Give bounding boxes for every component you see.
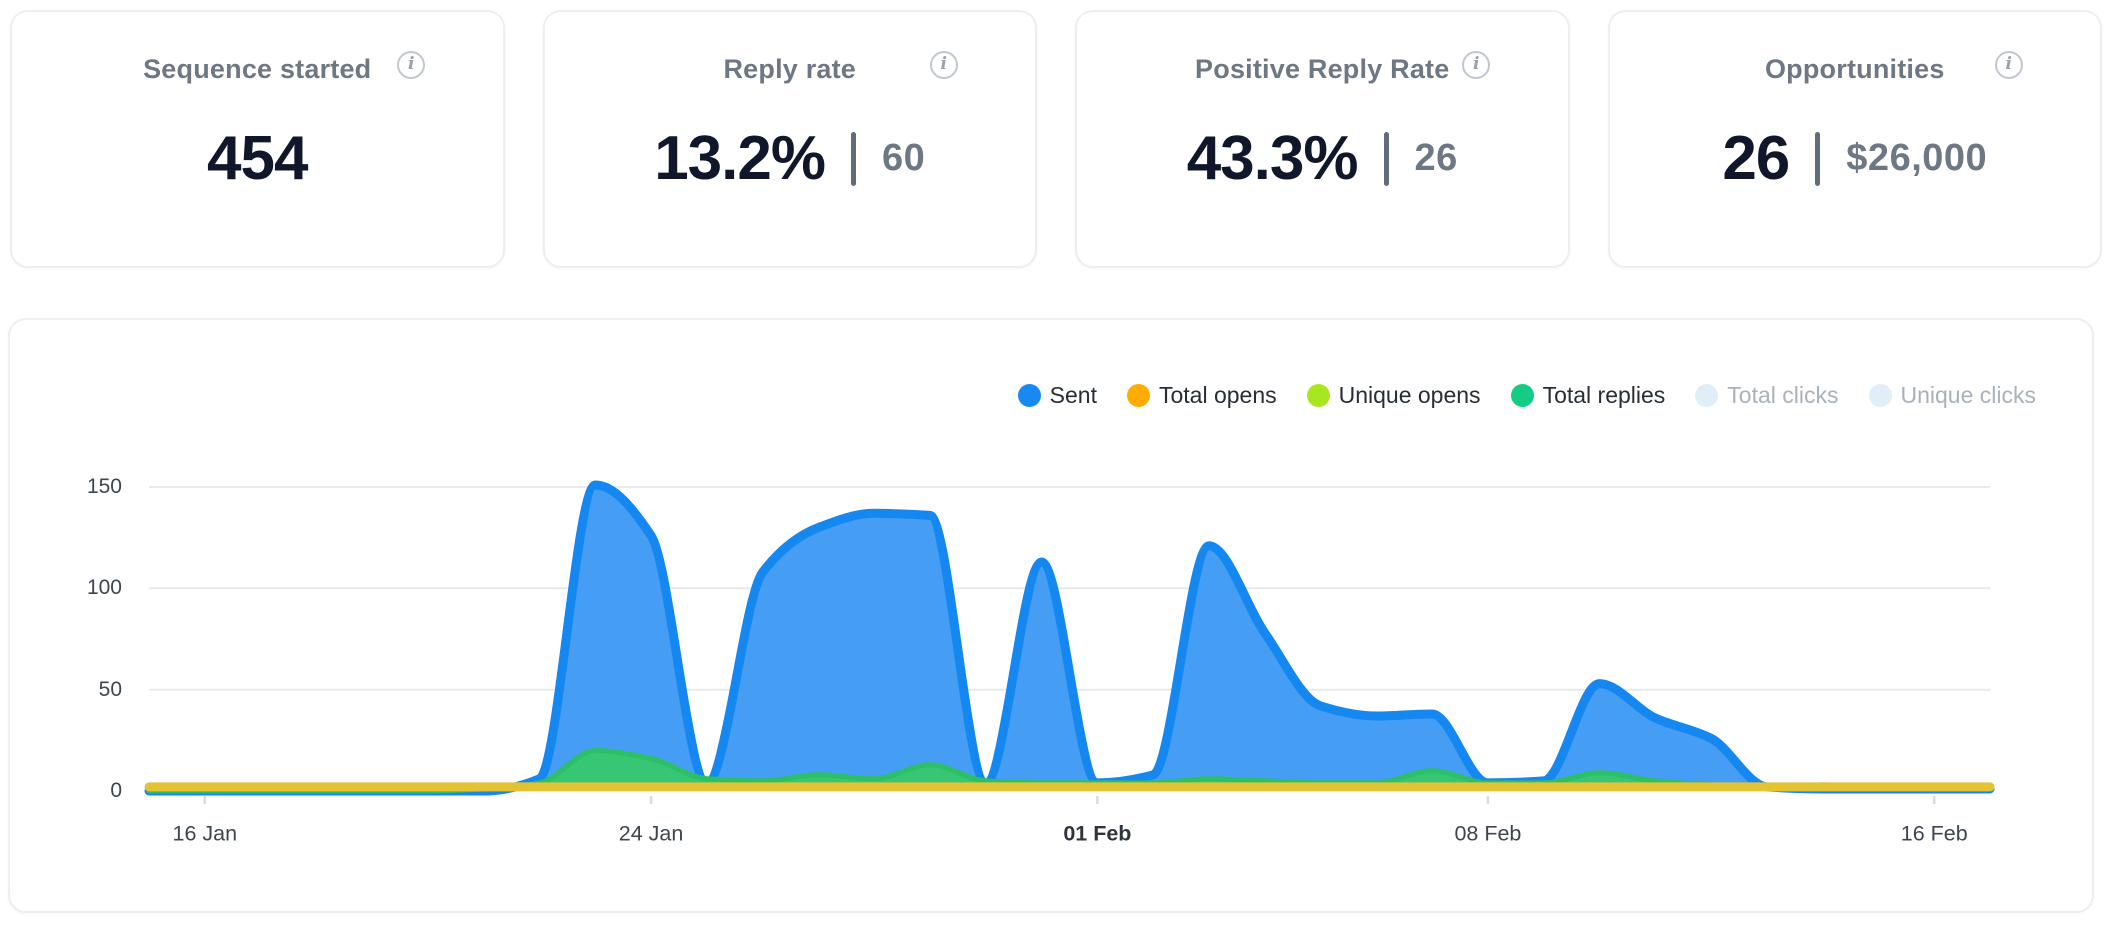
- legend-item-total-opens[interactable]: Total opens: [1126, 382, 1277, 409]
- series-line-sent: [144, 480, 1995, 796]
- value-divider: [1383, 131, 1389, 186]
- sequence-activity-chart-card: Sent Total opens Unique opens Total replies…: [8, 318, 2094, 913]
- x-axis-label: 24 Jan: [618, 821, 684, 846]
- info-icon[interactable]: i: [1462, 51, 1491, 79]
- kpi-title: Positive Reply Rate: [1195, 54, 1450, 84]
- legend-dot: [1510, 384, 1534, 407]
- legend-label: Unique opens: [1338, 382, 1481, 408]
- kpi-value: 454: [207, 124, 308, 193]
- y-axis-label: 100: [86, 576, 122, 600]
- info-icon[interactable]: i: [929, 51, 958, 79]
- value-divider: [1815, 131, 1821, 186]
- x-axis-label: 01 Feb: [1063, 821, 1132, 846]
- chart-legend: Sent Total opens Unique opens Total replies…: [1017, 382, 2037, 409]
- y-axis-label: 50: [98, 677, 122, 701]
- legend-label: Sent: [1049, 382, 1097, 408]
- kpi-card-positive-reply-rate: Positive Reply Rate i 43.3% 26: [1075, 10, 1570, 268]
- legend-item-unique-opens[interactable]: Unique opens: [1306, 382, 1481, 409]
- legend-item-total-clicks[interactable]: Total clicks: [1695, 382, 1839, 409]
- x-axis-label: 08 Feb: [1454, 821, 1522, 846]
- info-icon[interactable]: i: [397, 51, 426, 79]
- kpi-card-reply-rate: Reply rate i 13.2% 60: [542, 10, 1037, 268]
- kpi-card-header: Reply rate i: [545, 51, 1036, 85]
- legend-item-sent[interactable]: Sent: [1017, 382, 1097, 409]
- legend-label: Unique clicks: [1900, 382, 2037, 408]
- kpi-card-opportunities: Opportunities i 26 $26,000: [1607, 10, 2102, 268]
- kpi-secondary-value: 26: [1414, 137, 1458, 179]
- x-axis-label: 16 Feb: [1900, 821, 1968, 846]
- kpi-row: Sequence started i 454 Reply rate i 13.2…: [10, 10, 2102, 268]
- kpi-value-row: 26 $26,000: [1610, 123, 2101, 194]
- area-chart: [144, 480, 1995, 804]
- kpi-card-header: Sequence started i: [12, 51, 503, 85]
- legend-label: Total replies: [1542, 382, 1666, 408]
- kpi-value: 43.3%: [1186, 124, 1359, 193]
- kpi-secondary-value: $26,000: [1846, 137, 1988, 179]
- series-area-sent: [149, 485, 1990, 791]
- kpi-value: 13.2%: [654, 124, 826, 193]
- kpi-title: Sequence started: [143, 54, 372, 84]
- y-axis-labels: 0 50 100 150: [38, 471, 122, 807]
- y-axis-label: 150: [86, 474, 122, 498]
- y-axis-label: 0: [110, 779, 122, 802]
- x-axis-labels: 16 Jan 24 Jan 01 Feb 08 Feb 16 Feb: [149, 822, 1990, 864]
- series-area-total-replies: [149, 750, 1990, 791]
- legend-label: Total opens: [1158, 382, 1277, 408]
- kpi-title: Opportunities: [1764, 54, 1945, 84]
- kpi-value: 26: [1722, 124, 1790, 193]
- kpi-card-header: Positive Reply Rate i: [1077, 51, 1568, 85]
- value-divider: [851, 131, 857, 186]
- legend-dot: [1017, 384, 1041, 407]
- legend-item-unique-clicks[interactable]: Unique clicks: [1868, 382, 2037, 409]
- kpi-value-row: 43.3% 26: [1077, 123, 1568, 194]
- legend-dot: [1868, 384, 1892, 407]
- kpi-card-header: Opportunities i: [1610, 51, 2101, 85]
- info-icon[interactable]: i: [1994, 51, 2023, 79]
- legend-dot: [1126, 384, 1150, 407]
- kpi-card-sequence-started: Sequence started i 454: [10, 10, 505, 268]
- kpi-value-row: 454: [12, 123, 503, 194]
- kpi-title: Reply rate: [723, 54, 857, 84]
- kpi-secondary-value: 60: [882, 137, 926, 179]
- legend-dot: [1695, 384, 1719, 407]
- kpi-value-row: 13.2% 60: [545, 123, 1036, 194]
- x-axis-label: 16 Jan: [172, 821, 238, 846]
- legend-label: Total clicks: [1727, 382, 1839, 408]
- legend-dot: [1306, 384, 1330, 407]
- legend-item-total-replies[interactable]: Total replies: [1510, 382, 1666, 409]
